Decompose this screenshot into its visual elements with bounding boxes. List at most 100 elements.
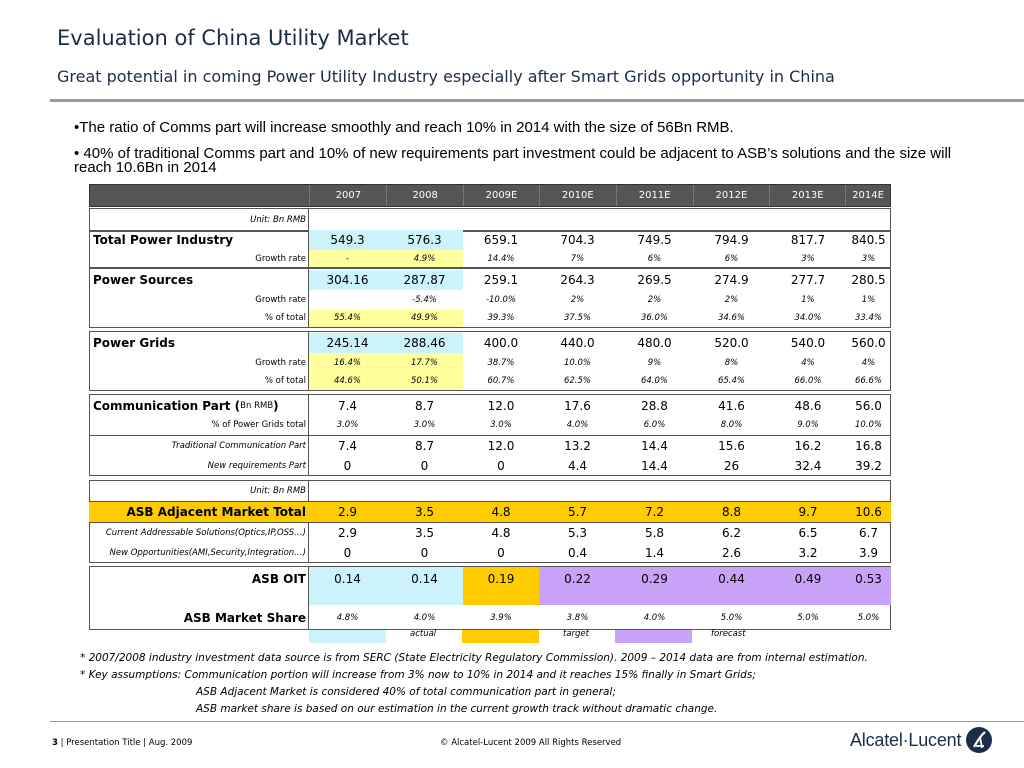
value-cell: 66.6% bbox=[854, 376, 882, 386]
alcatel-lucent-logo-icon bbox=[966, 727, 993, 753]
year-header: 2009E bbox=[463, 185, 539, 206]
table-row: Unit: Bn RMB bbox=[89, 480, 891, 502]
value-cell: 12.0 bbox=[487, 439, 515, 453]
value-cell: 66.0% bbox=[794, 376, 822, 386]
table-row: Communication Part (Bn RMB) 7.4 8.7 12.0… bbox=[89, 396, 891, 416]
slide-title: Evaluation of China Utility Market bbox=[57, 26, 409, 50]
table-row: Growth rate - 4.9% 14.4% 7% 6% 6% 3% 3% bbox=[89, 250, 891, 267]
row-label: New Opportunities(AMI,Security,Integrati… bbox=[109, 548, 306, 558]
value-cell: 0 bbox=[420, 459, 429, 473]
unit-label: Unit: Bn RMB bbox=[250, 215, 306, 225]
value-cell: 280.5 bbox=[851, 273, 886, 287]
value-cell: 8.7 bbox=[414, 439, 435, 453]
value-cell: 17.6 bbox=[564, 399, 591, 413]
table-row: % of total 44.6% 50.1% 60.7% 62.5% 64.0%… bbox=[89, 372, 891, 390]
value-cell: 4.9% bbox=[386, 250, 463, 267]
row-label: Power Grids bbox=[93, 336, 175, 350]
value-cell: 3% bbox=[801, 253, 815, 264]
value-cell: 560.0 bbox=[851, 336, 886, 350]
value-cell: 3.5 bbox=[414, 526, 435, 540]
value-cell: 38.7% bbox=[487, 357, 515, 368]
value-cell: 2.6 bbox=[721, 546, 742, 560]
value-cell: 480.0 bbox=[637, 336, 672, 350]
value-cell: 14.4 bbox=[641, 439, 668, 453]
table-row: Growth rate 16.4% 17.7% 38.7% 10.0% 9% 8… bbox=[89, 353, 891, 372]
value-cell: 304.16 bbox=[309, 270, 386, 290]
row-label: % of total bbox=[264, 376, 306, 386]
row-label: Growth rate bbox=[255, 357, 306, 368]
title-divider bbox=[50, 99, 1024, 102]
communication-part-label-close: ) bbox=[273, 399, 279, 413]
value-cell: 2% bbox=[724, 294, 739, 305]
row-label: Power Sources bbox=[93, 273, 194, 287]
row-label: % of total bbox=[264, 313, 306, 323]
value-cell: 6.7 bbox=[858, 526, 879, 540]
value-cell: 5.8 bbox=[644, 526, 665, 540]
table-row: ASB Adjacent Market Total 2.9 3.5 4.8 5.… bbox=[89, 502, 891, 522]
value-cell: -5.4% bbox=[412, 294, 437, 305]
value-cell: 6.2 bbox=[721, 526, 742, 540]
presentation-title: | Presentation Title | Aug. 2009 bbox=[57, 738, 193, 748]
value-cell: 794.9 bbox=[714, 233, 749, 247]
value-cell: 48.6 bbox=[794, 399, 822, 413]
value-cell: 3.5 bbox=[414, 505, 435, 519]
value-cell: 56.0 bbox=[855, 399, 882, 413]
unit-label: Unit: Bn RMB bbox=[250, 486, 306, 496]
year-header: 2013E bbox=[769, 185, 845, 206]
logo-wordmark: Alcatel·Lucent bbox=[850, 729, 962, 750]
value-cell: 8% bbox=[724, 357, 739, 368]
value-cell: 0.29 bbox=[616, 567, 693, 605]
value-cell: 4.0% bbox=[643, 613, 666, 623]
bullet-list: •The ratio of Comms part will increase s… bbox=[74, 119, 974, 176]
footnote-line: * 2007/2008 industry investment data sou… bbox=[80, 652, 868, 664]
table-row: ASB OIT 0.14 0.14 0.19 0.22 0.29 0.44 0.… bbox=[89, 567, 891, 605]
table-row: Total Power Industry 549.3 576.3 659.1 7… bbox=[89, 230, 891, 250]
slide-subtitle: Great potential in coming Power Utility … bbox=[57, 67, 835, 86]
value-cell: 264.3 bbox=[560, 273, 595, 287]
value-cell: 37.5% bbox=[563, 313, 591, 323]
value-cell: 16.4% bbox=[309, 353, 386, 372]
value-cell: 659.1 bbox=[483, 233, 519, 247]
value-cell: 287.87 bbox=[386, 270, 463, 290]
year-header: 2011E bbox=[615, 185, 693, 206]
bullet-item: • 40% of traditional Comms part and 10% … bbox=[74, 145, 952, 176]
value-cell: 288.46 bbox=[386, 333, 463, 353]
legend-label-forecast: forecast bbox=[711, 629, 746, 639]
value-cell: 1% bbox=[861, 294, 876, 305]
value-cell: 0.14 bbox=[386, 567, 463, 605]
value-cell: 41.6 bbox=[718, 399, 745, 413]
footnotes: * 2007/2008 industry investment data sou… bbox=[80, 650, 868, 718]
value-cell: 3.9 bbox=[858, 546, 879, 560]
value-cell: 50.1% bbox=[386, 372, 463, 390]
value-cell: 6% bbox=[647, 253, 662, 264]
legend-swatch-target bbox=[462, 630, 539, 643]
value-cell: 10.0% bbox=[563, 357, 591, 368]
communication-part-unit: Bn RMB bbox=[240, 401, 274, 411]
value-cell: -10.0% bbox=[485, 294, 517, 305]
value-cell: 7.4 bbox=[337, 439, 358, 453]
value-cell: 62.5% bbox=[563, 376, 591, 386]
bullet-item: •The ratio of Comms part will increase s… bbox=[74, 119, 734, 136]
value-cell: 4.8 bbox=[491, 505, 511, 519]
value-cell: 17.7% bbox=[386, 353, 463, 372]
value-cell: 0 bbox=[497, 459, 505, 473]
value-cell: 4.8 bbox=[491, 526, 511, 540]
power-grids-box bbox=[89, 331, 891, 391]
asb-adjacent-box bbox=[89, 501, 891, 563]
value-cell: 4% bbox=[801, 357, 815, 368]
table-row: % of total 55.4% 49.9% 39.3% 37.5% 36.0%… bbox=[89, 309, 891, 327]
value-cell bbox=[309, 290, 386, 309]
row-label: ASB OIT bbox=[251, 572, 306, 586]
value-cell: 817.7 bbox=[790, 233, 826, 247]
value-cell: 44.6% bbox=[309, 372, 386, 390]
table-row: Power Grids 245.14 288.46 400.0 440.0 48… bbox=[89, 333, 891, 353]
value-cell: 4% bbox=[861, 357, 876, 368]
value-cell: 0 bbox=[343, 546, 352, 560]
value-cell: 5.0% bbox=[797, 613, 819, 623]
value-cell: 0.14 bbox=[309, 567, 386, 605]
footer-page-info: 3 | Presentation Title | Aug. 2009 bbox=[52, 738, 192, 748]
year-header: 2007 bbox=[309, 185, 386, 206]
year-header: 2010E bbox=[538, 185, 616, 206]
row-label: Traditional Communication Part bbox=[171, 441, 306, 451]
value-cell: 33.4% bbox=[854, 313, 882, 323]
